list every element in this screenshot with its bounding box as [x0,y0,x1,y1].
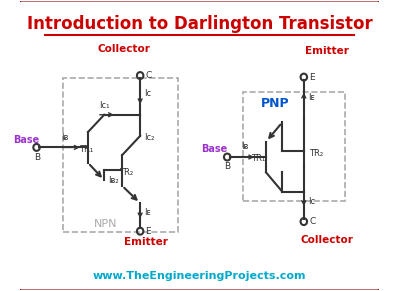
Text: www.TheEngineeringProjects.com: www.TheEngineeringProjects.com [93,271,306,281]
Text: TR₂: TR₂ [119,168,133,177]
Text: TR₁: TR₁ [79,145,93,154]
Text: C: C [146,71,152,80]
Text: TR₂: TR₂ [309,149,323,158]
Text: E: E [309,72,315,81]
Text: C: C [309,217,316,226]
Text: Iᴄ: Iᴄ [144,89,151,98]
Text: Emitter: Emitter [124,237,168,246]
Text: Base: Base [13,135,39,145]
Text: Iᴃ₂: Iᴃ₂ [108,176,119,185]
Text: B: B [34,152,40,162]
Text: TR₁: TR₁ [251,155,265,164]
Text: NPN: NPN [94,219,118,228]
Text: Iᴄ₂: Iᴄ₂ [144,133,154,142]
Text: Iᴃ: Iᴃ [61,133,68,142]
Text: Iᴇ: Iᴇ [308,93,315,102]
Text: Collector: Collector [97,45,150,54]
Text: Introduction to Darlington Transistor: Introduction to Darlington Transistor [27,15,372,33]
Text: E: E [146,227,151,236]
Text: B: B [224,162,230,171]
FancyBboxPatch shape [18,0,381,291]
Text: Emitter: Emitter [305,46,349,56]
Text: Collector: Collector [301,235,354,245]
Text: Iᴄ: Iᴄ [308,197,315,206]
Text: Iᴃ: Iᴃ [241,142,248,151]
Text: Iᴄ₁: Iᴄ₁ [99,101,109,110]
Text: Base: Base [201,144,228,154]
Text: Iᴇ: Iᴇ [144,208,150,217]
Text: PNP: PNP [261,97,289,110]
